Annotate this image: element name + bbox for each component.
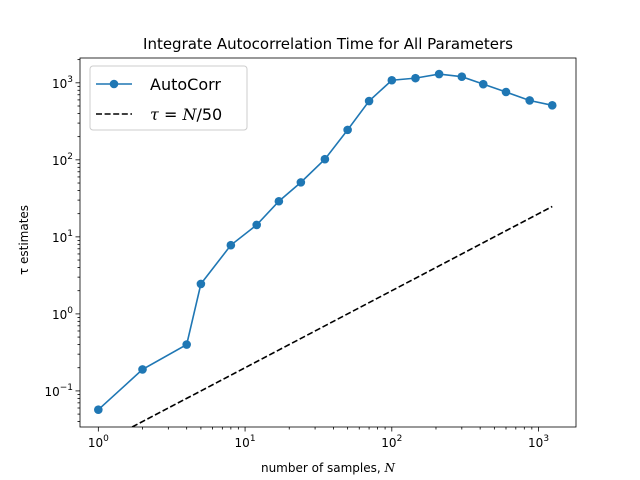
y-axis-label: τ estimates [17,205,31,275]
series-1 [131,205,553,427]
data-point [387,75,397,85]
data-point [274,196,284,206]
data-point [138,365,147,374]
x-tick-label: 103 [528,434,549,450]
data-point [411,73,420,83]
series-0 [94,69,557,415]
data-point [94,405,103,415]
data-point [252,220,261,230]
legend-marker [109,79,119,89]
data-point [547,101,557,110]
data-point [501,87,511,97]
series-line [131,205,553,427]
data-point [196,279,206,289]
chart-title: Integrate Autocorrelation Time for All P… [143,35,513,53]
data-point [457,72,467,82]
y-tick-label: 102 [52,152,73,168]
axes-frame [79,57,577,428]
legend-label: AutoCorr [150,75,221,94]
legend: AutoCorr τ = N/50 [89,65,248,131]
data-point [296,178,306,187]
legend-box [89,65,248,131]
data-point [320,154,330,164]
y-tick-label: 10−1 [44,383,73,399]
data-point [434,69,444,79]
x-tick-label: 100 [88,434,109,450]
data-point [343,125,352,135]
y-tick-label: 103 [52,75,73,91]
data-point [182,340,191,349]
plot-area [79,57,577,428]
x-tick-label: 102 [381,434,402,450]
axis-ticks: 100 101 102 103 10−1 100 101 102 103 [44,59,549,450]
x-axis-label: number of samples, N [261,461,396,475]
data-point [226,240,236,250]
data-point [525,96,534,105]
y-tick-label: 101 [52,229,73,245]
data-point [364,96,374,106]
data-point [478,79,488,89]
y-tick-label: 100 [52,306,73,322]
x-tick-label: 101 [235,434,256,450]
legend-label: τ = N/50 [150,105,222,124]
